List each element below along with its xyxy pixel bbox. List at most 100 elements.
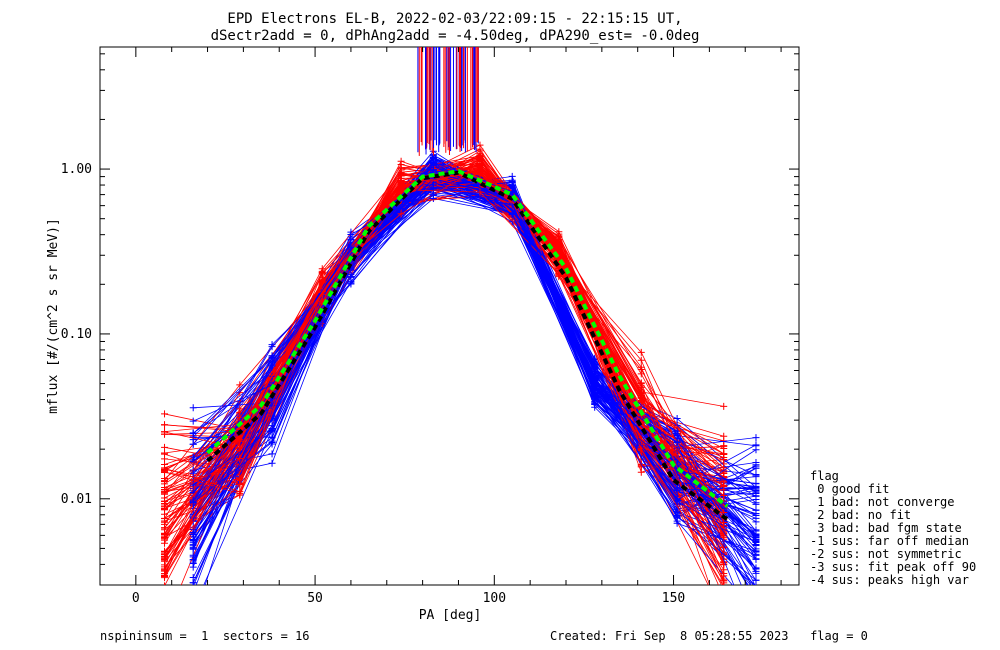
data-point [591,400,599,408]
data-point [752,593,759,600]
spin-trace [164,158,725,535]
data-point [268,362,276,370]
data-point [508,209,516,217]
data-point [591,384,599,392]
data-point [268,437,276,445]
data-point [720,492,728,500]
data-point [752,532,760,540]
data-point [637,468,645,476]
data-point [268,352,276,360]
data-point [752,499,760,507]
data-point [508,172,516,180]
chart-subtitle: dSectr2add = 0, dPhAng2add = -4.50deg, d… [211,28,700,44]
spin-trace [164,160,725,568]
spin-trace [164,171,724,495]
data-point [752,555,760,563]
data-point [161,505,169,513]
y-tick-label: 0.01 [61,492,92,507]
y-axis: 0.01 0.10 1.00 [61,53,799,586]
spin-trace [164,176,724,577]
data-point [637,370,645,378]
data-point [190,619,197,626]
data-point [190,605,197,612]
y-axis-label: mflux [#/(cm^2 s sr MeV)] [46,218,61,414]
data-point [476,166,484,174]
data-point [720,613,727,620]
data-point [161,410,169,418]
legend-item: -1 sus: far off median [810,534,969,548]
spin-traces [161,47,760,626]
spin-trace [164,174,724,534]
data-point [720,402,728,410]
spin-trace [164,173,725,538]
data-point [268,459,276,467]
data-point [268,425,276,433]
data-point [720,572,728,580]
spin-trace [164,162,724,571]
data-point [236,437,244,445]
data-point [347,243,355,251]
data-point [189,440,197,448]
x-axis-label: PA [deg] [419,608,482,623]
data-point [720,442,728,450]
y-tick-label: 1.00 [61,162,92,177]
footer-right: Created: Fri Sep 8 05:28:55 2023 flag = … [550,629,868,643]
data-point [397,164,405,172]
data-point [752,518,760,526]
spin-trace [164,172,725,553]
data-point [720,451,728,459]
fit-curves [206,169,729,522]
data-point [637,391,645,399]
data-point [637,348,645,356]
data-point [189,469,197,477]
data-point [673,415,681,423]
data-point [637,356,645,364]
data-point [236,381,244,389]
data-point [637,383,645,391]
spin-trace [164,189,725,558]
data-point [720,518,728,526]
spin-trace [164,169,724,576]
spin-trace [164,194,725,560]
data-point [347,279,355,287]
legend-header: flag [810,469,839,483]
spin-trace [164,163,725,530]
data-point [268,450,276,458]
data-point [189,498,197,506]
data-point [476,188,484,196]
legend-item: 3 bad: bad fgm state [810,521,962,535]
spin-trace [164,152,724,574]
data-point [752,434,760,442]
data-point [591,372,599,380]
data-point [720,585,727,592]
data-point [161,443,169,451]
spin-trace [164,157,725,584]
data-point [752,492,760,500]
spin-trace [164,167,725,576]
data-point [508,179,516,187]
data-point [752,446,760,454]
data-point [508,218,516,226]
data-point [189,417,197,425]
data-point [752,596,759,603]
data-point [720,593,727,600]
data-point [555,270,563,278]
data-point [164,582,166,585]
data-point [318,288,326,296]
spin-trace [164,196,725,563]
legend-item: 1 bad: not converge [810,495,955,509]
spin-trace [164,169,724,559]
data-point [755,584,757,585]
x-tick-label: 0 [132,591,140,606]
data-point [189,453,197,461]
y-tick-label: 0.10 [61,327,92,342]
data-point [476,156,484,164]
data-point [347,271,355,279]
data-point [752,510,760,518]
data-point [318,279,326,287]
spin-trace [164,169,725,513]
x-tick-label: 100 [483,591,506,606]
spin-trace [164,163,724,496]
x-tick-label: 50 [307,591,323,606]
data-point [318,267,326,275]
